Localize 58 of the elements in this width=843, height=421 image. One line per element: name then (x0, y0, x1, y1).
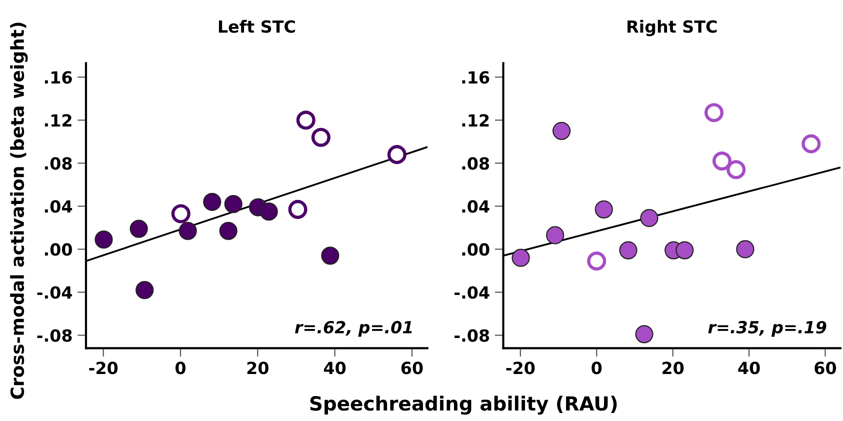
y-axis-title: Cross-modal activation (beta weight) (10, 22, 28, 399)
y-tick-label: .16 (44, 71, 72, 84)
point (676, 241, 694, 260)
point (178, 222, 197, 240)
point (802, 134, 821, 154)
point (587, 252, 606, 271)
chart-title: Right STC (628, 20, 717, 36)
point (387, 145, 406, 164)
point (219, 222, 238, 240)
y-tick-label: .16 (462, 71, 490, 84)
point (321, 246, 340, 265)
point (311, 128, 330, 147)
point (512, 248, 530, 267)
y-tick-label: .00 (462, 243, 490, 256)
x-tick-label: 40 (738, 362, 760, 374)
y-tick-label: -.08 (454, 329, 490, 342)
point (171, 204, 190, 224)
y-tick-label: .04 (44, 200, 72, 213)
point (260, 202, 278, 221)
y-tick-label: -.04 (454, 286, 490, 299)
point (726, 160, 746, 180)
point (704, 103, 724, 122)
x-tick-label: 0 (176, 362, 186, 374)
point (203, 192, 222, 211)
point (640, 208, 658, 228)
point (594, 200, 613, 218)
y-tick-label: .04 (462, 200, 490, 213)
point (130, 220, 148, 238)
point (94, 230, 113, 249)
x-tick-label: 20 (247, 362, 268, 374)
x-tick-label: 20 (662, 362, 684, 374)
point (712, 152, 732, 171)
annotation: r=.62, p=.01 (294, 320, 412, 337)
x-tick-label: 40 (324, 362, 346, 374)
point (296, 110, 316, 130)
point (288, 200, 308, 219)
y-tick-label: .00 (44, 243, 72, 256)
annotation: r=.35, p=.19 (708, 320, 826, 337)
point (552, 122, 571, 140)
y-tick-label: .12 (44, 114, 72, 126)
y-tick-label: .08 (462, 157, 490, 170)
point (619, 241, 638, 260)
point (546, 226, 564, 244)
y-tick-label: -.08 (37, 329, 72, 342)
y-tick-label: .08 (44, 157, 72, 170)
y-tick-label: .12 (462, 114, 489, 126)
chart-title: Left STC (218, 20, 295, 33)
x-tick-label: 0 (592, 362, 602, 374)
x-axis-title: Speechreading ability (RAU) (310, 396, 617, 415)
point (736, 240, 754, 258)
y-tick-label: -.04 (37, 286, 72, 299)
x-tick-label: -20 (506, 362, 535, 374)
point (635, 325, 654, 344)
x-tick-label: 60 (401, 362, 423, 374)
point (224, 194, 242, 214)
point (136, 281, 154, 300)
x-tick-label: -20 (89, 362, 118, 374)
x-tick-label: 60 (814, 362, 836, 374)
